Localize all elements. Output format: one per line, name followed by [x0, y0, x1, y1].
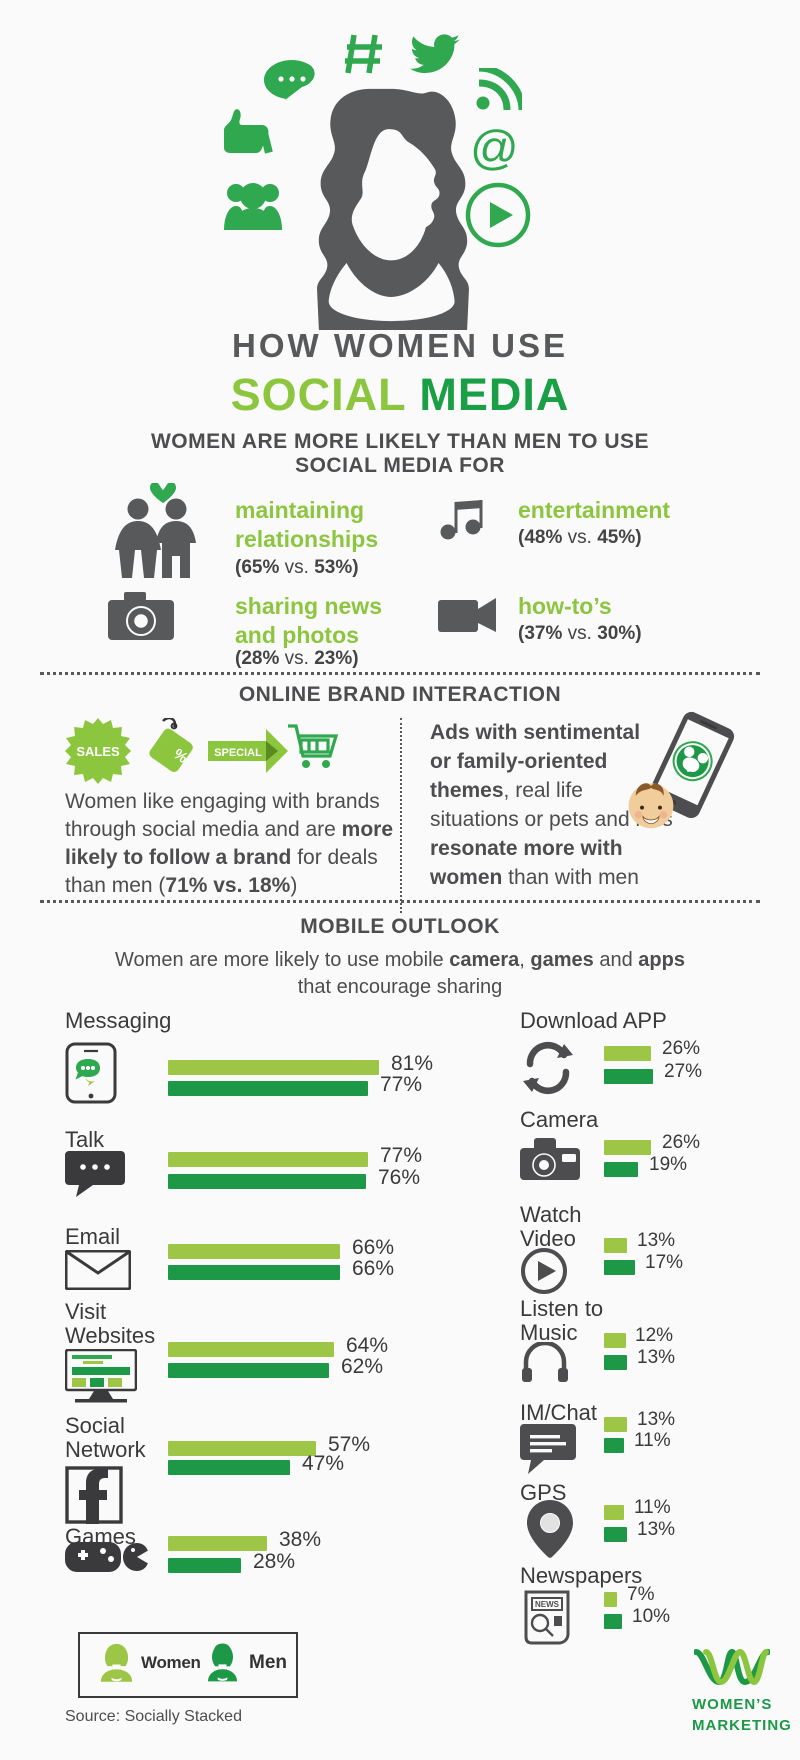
svg-text:@: @ — [470, 126, 519, 174]
svg-text:SALES: SALES — [76, 744, 120, 759]
svg-text:SPECIAL: SPECIAL — [214, 747, 262, 759]
svg-text:NEWS: NEWS — [535, 1600, 560, 1609]
